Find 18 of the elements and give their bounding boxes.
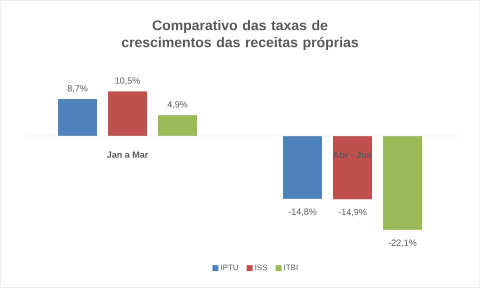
data-label: -14,9% <box>338 208 366 216</box>
bar <box>283 136 322 199</box>
data-label: -22,1% <box>388 239 416 247</box>
data-label: 10,5% <box>115 77 140 85</box>
bar <box>108 91 148 136</box>
chart-title: Comparativo das taxas de crescimentos das receitas próprias <box>122 20 358 50</box>
data-label: -14,8% <box>288 208 316 216</box>
bar <box>58 99 98 136</box>
legend-label: ISS <box>255 264 268 270</box>
data-label: 4,9% <box>167 101 188 109</box>
bar <box>383 136 422 230</box>
legend-label: ITBI <box>284 264 298 270</box>
x-tick-label: Abr - Jun <box>332 152 372 158</box>
bar <box>158 115 197 136</box>
x-tick-label: Jan a Mar <box>106 152 148 158</box>
bar <box>332 136 372 200</box>
legend-label: IPTU <box>221 264 238 270</box>
data-label: 8,7% <box>68 85 88 92</box>
